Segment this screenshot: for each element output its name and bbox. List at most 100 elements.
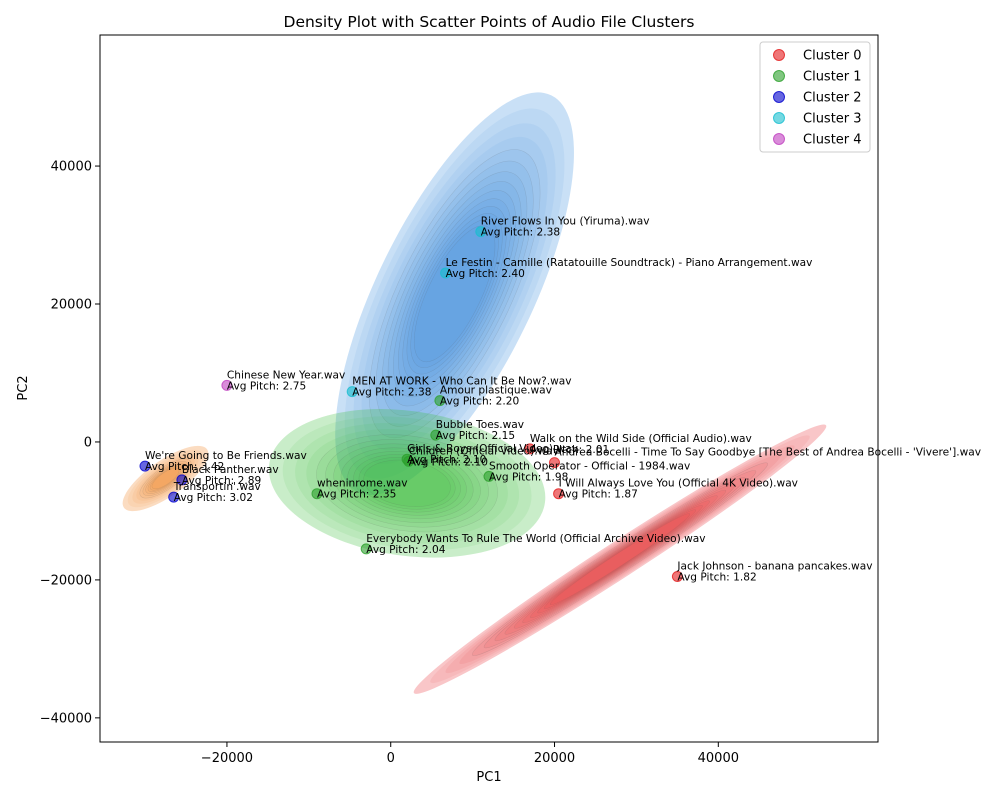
point-label: Smooth Operator - Official - 1984.wav — [489, 460, 690, 472]
point-pitch-label: Avg Pitch: 1.98 — [489, 471, 569, 483]
density-contour-cluster-2 — [142, 461, 189, 496]
point-label: Chinese New Year.wav — [227, 369, 345, 381]
y-axis: −40000 −20000 0 20000 40000 — [40, 160, 100, 726]
point-label: Everybody Wants To Rule The World (Offic… — [366, 533, 705, 545]
data-point — [311, 488, 323, 500]
data-point — [475, 226, 487, 238]
point-label: Andrea Bocelli - Time To Say Goodbye [Th… — [555, 447, 982, 459]
point-pitch-label: Avg Pitch: 2.10 — [407, 454, 487, 466]
density-contour-cluster-1 — [282, 416, 532, 551]
density-contour-cluster-1 — [347, 451, 467, 516]
chart-title: Density Plot with Scatter Points of Audi… — [284, 13, 695, 31]
point-pitch-label: Avg Pitch: 2.15 — [436, 430, 515, 442]
y-tick-label: 40000 — [51, 160, 92, 175]
x-axis: −20000 0 20000 40000 — [201, 742, 739, 766]
point-label: Girls & Boys (Official Video).wav — [407, 443, 578, 455]
density-layer — [122, 92, 827, 694]
density-contour-cluster-2 — [136, 456, 195, 501]
legend-label: Cluster 0 — [803, 49, 862, 64]
density-contour-cluster-0 — [549, 513, 691, 605]
point-label: Children (Official Video).wav — [409, 445, 559, 457]
density-contour-cluster-1 — [295, 423, 520, 544]
data-point — [168, 491, 180, 503]
data-point — [434, 395, 446, 407]
density-contour-cluster-2 — [122, 445, 209, 512]
legend: Cluster 0 Cluster 1 Cluster 2 Cluster 3 Clus… — [759, 41, 871, 153]
data-point — [483, 470, 495, 482]
density-contour-cluster-2 — [139, 458, 192, 499]
point-label: Bubble Toes.wav — [436, 419, 524, 431]
y-tick-label: −40000 — [40, 711, 92, 726]
legend-label: Cluster 3 — [803, 112, 862, 127]
point-label: Transportin'.wav — [173, 481, 261, 493]
point-label: Amour plastique.wav — [440, 385, 552, 397]
point-label: We're Going to Be Friends.wav — [145, 450, 307, 462]
legend-marker — [773, 112, 785, 124]
density-contour-cluster-0 — [459, 454, 781, 665]
density-contour-cluster-2 — [145, 463, 186, 494]
density-contour-cluster-0 — [504, 483, 736, 635]
density-contour-cluster-2 — [127, 449, 204, 508]
data-point — [553, 488, 565, 500]
points-layer — [139, 226, 683, 582]
x-tick-label: 20000 — [534, 751, 575, 766]
point-pitch-label: Avg Pitch: 2.10 — [409, 456, 489, 468]
density-contour-cluster-0 — [483, 470, 757, 649]
point-pitch-label: Avg Pitch: 2.38 — [481, 227, 561, 239]
density-contour-cluster-2 — [132, 453, 199, 504]
density-contour-cluster-3 — [398, 198, 512, 389]
data-point — [524, 443, 536, 455]
point-pitch-label: Avg Pitch: 2.38 — [352, 387, 432, 399]
data-point — [403, 455, 415, 467]
data-point — [139, 460, 151, 472]
data-point — [221, 379, 233, 391]
legend-marker — [773, 133, 785, 145]
density-contour-cluster-3 — [393, 190, 517, 398]
density-contour-cluster-0 — [494, 477, 746, 642]
legend-marker — [773, 70, 785, 82]
density-contour-cluster-0 — [445, 445, 795, 674]
density-contour-cluster-3 — [406, 213, 503, 375]
density-contour-cluster-0 — [522, 495, 718, 624]
point-pitch-label: Avg Pitch: 2.35 — [317, 489, 396, 501]
data-point — [440, 267, 452, 279]
y-tick-label: 20000 — [51, 298, 92, 313]
data-point — [549, 457, 560, 469]
point-pitch-label: Avg Pitch: 3.42 — [145, 461, 224, 473]
point-label: River Flows In You (Yiruma).wav — [481, 216, 650, 228]
point-pitch-label: Avg Pitch: 2.04 — [366, 544, 446, 556]
point-label: Le Festin - Camille (Ratatouille Soundtr… — [446, 257, 813, 269]
y-tick-label: 0 — [84, 435, 92, 450]
data-point — [430, 429, 442, 441]
density-contour-cluster-3 — [410, 219, 499, 369]
density-contour-cluster-0 — [471, 462, 769, 656]
point-pitch-label: Avg Pitch: 2.89 — [182, 475, 261, 487]
point-pitch-label: Avg Pitch: 2.01 — [530, 444, 609, 456]
data-point — [360, 543, 372, 555]
density-contour-cluster-3 — [344, 108, 565, 479]
density-contour-cluster-3 — [402, 205, 507, 382]
density-contour-cluster-2 — [149, 466, 182, 491]
legend-label: Cluster 2 — [803, 91, 862, 106]
density-contour-cluster-3 — [413, 225, 496, 363]
legend-marker — [773, 49, 785, 61]
legend-label: Cluster 1 — [803, 70, 862, 85]
legend-frame — [759, 41, 871, 153]
density-contour-cluster-3 — [375, 160, 534, 427]
density-contour-cluster-3 — [387, 181, 522, 407]
annotation-layer: Walk on the Wild Side (Official Audio).w… — [145, 216, 981, 584]
density-contour-cluster-0 — [413, 424, 827, 694]
point-pitch-label: Avg Pitch: 1.82 — [677, 572, 756, 584]
plot-frame — [99, 34, 879, 743]
point-label: Jack Johnson - banana pancakes.wav — [676, 561, 872, 573]
x-axis-label: PC1 — [476, 770, 501, 785]
x-tick-label: 40000 — [698, 751, 739, 766]
density-contour-cluster-0 — [430, 435, 810, 684]
density-contour-cluster-0 — [543, 509, 697, 609]
point-pitch-label: Avg Pitch: 2.40 — [446, 268, 526, 280]
density-contour-cluster-1 — [268, 409, 546, 558]
legend-label: Cluster 4 — [803, 133, 862, 148]
density-contour-cluster-1 — [325, 439, 489, 528]
x-tick-label: 0 — [387, 751, 395, 766]
point-label: MEN AT WORK - Who Can It Be Now?.wav — [352, 376, 571, 388]
